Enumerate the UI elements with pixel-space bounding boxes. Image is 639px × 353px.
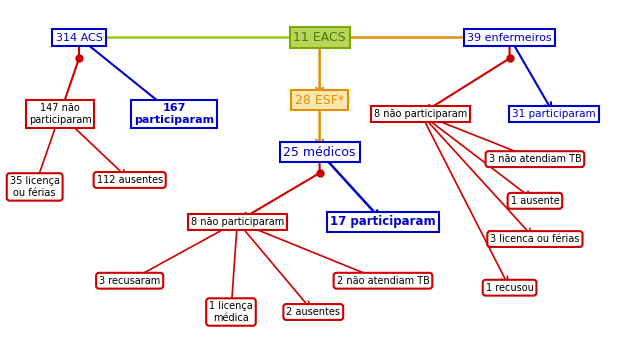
Text: 2 não atendiam TB: 2 não atendiam TB (337, 276, 429, 286)
Text: 39 enfermeiros: 39 enfermeiros (467, 32, 552, 42)
Text: 25 médicos: 25 médicos (284, 146, 356, 159)
Text: 11 EACS: 11 EACS (293, 31, 346, 44)
Text: 8 não participaram: 8 não participaram (190, 217, 284, 227)
Text: 17 participaram: 17 participaram (330, 215, 436, 228)
Text: 3 não atendiam TB: 3 não atendiam TB (489, 154, 581, 164)
Text: 8 não participaram: 8 não participaram (374, 109, 468, 119)
Text: 1 ausente: 1 ausente (511, 196, 559, 206)
Text: 3 recusaram: 3 recusaram (99, 276, 160, 286)
Text: 167
participaram: 167 participaram (134, 103, 214, 125)
Text: 314 ACS: 314 ACS (56, 32, 102, 42)
Text: 147 não
participaram: 147 não participaram (29, 103, 91, 125)
Text: 35 licença
ou férias: 35 licença ou férias (10, 176, 59, 198)
Text: 112 ausentes: 112 ausentes (96, 175, 163, 185)
Text: 3 licenca ou férias: 3 licenca ou férias (490, 234, 580, 244)
Text: 1 recusou: 1 recusou (486, 283, 534, 293)
Text: 28 ESF*: 28 ESF* (295, 94, 344, 107)
Text: 31 participaram: 31 participaram (512, 109, 596, 119)
Text: 2 ausentes: 2 ausentes (286, 307, 341, 317)
Text: 1 licença
médica: 1 licença médica (209, 301, 253, 323)
